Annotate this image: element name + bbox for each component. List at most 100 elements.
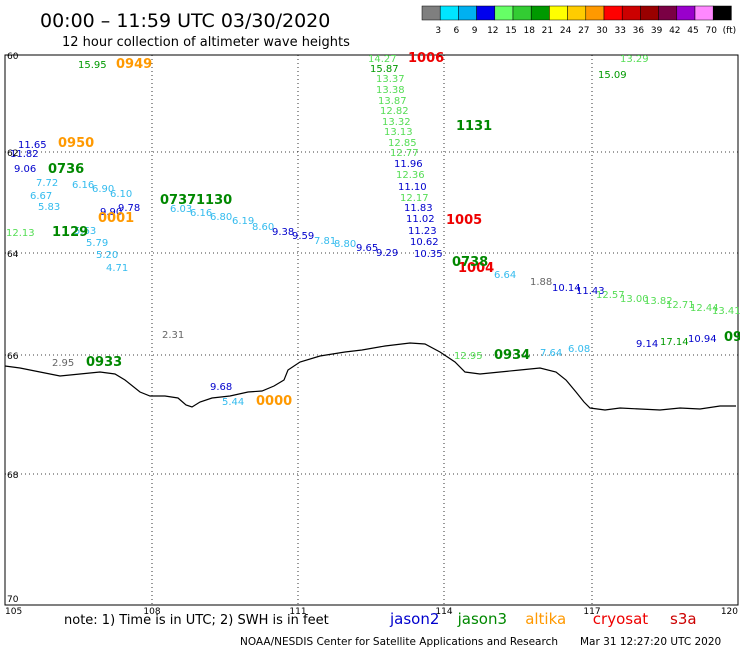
lat-label: 60 (7, 52, 19, 62)
coastline (4, 342, 736, 411)
swh-label: 5.79 (86, 238, 108, 249)
swh-label: 15.09 (598, 70, 627, 81)
colorbar-swatch (530, 5, 550, 21)
swh-label: 11.02 (406, 214, 435, 225)
pass-time-label: 0934 (494, 348, 530, 363)
swh-label: 9.78 (118, 203, 140, 214)
colorbar-label: 9 (472, 26, 478, 36)
lat-label: 68 (7, 471, 19, 481)
colorbar-swatch (640, 5, 659, 21)
colorbar-label: 30 (596, 26, 608, 36)
colorbar-swatch (494, 5, 514, 21)
pass-time-label: 0000 (256, 394, 292, 409)
colorbar-swatch (439, 5, 459, 21)
colorbar-swatch (603, 5, 623, 21)
swh-label: 11.65 (18, 140, 47, 151)
swh-label: 6.80 (210, 212, 232, 223)
lon-label: 108 (143, 607, 160, 617)
satellite-legend: jason2 jason3 altika cryosat s3a (389, 610, 697, 628)
swh-label: 13.00 (620, 294, 649, 305)
swh-label: 5.83 (38, 202, 60, 213)
colorbar-label: 6 (454, 26, 460, 36)
swh-label: 11.23 (408, 226, 437, 237)
swh-label: 9.59 (292, 231, 314, 242)
latitude-labels: 60 62 64 66 68 70 (7, 52, 19, 605)
lon-label: 105 (5, 607, 22, 617)
colorbar-label: 12 (487, 26, 498, 36)
colorbar-swatch (567, 5, 587, 21)
swh-label: 12.77 (390, 148, 419, 159)
swh-label: 12.17 (400, 193, 429, 204)
colorbar-label: 15 (505, 26, 516, 36)
swh-label: 12.95 (454, 351, 483, 362)
colorbar-swatch (458, 5, 477, 21)
swh-label: 14.27 (368, 54, 397, 65)
swh-label: 11.96 (394, 159, 423, 170)
pass-time-label: 0935 (724, 330, 740, 345)
satellite-name: cryosat (593, 610, 648, 628)
pass-time-label: 1005 (446, 213, 482, 228)
pass-time-label: 0949 (116, 57, 152, 72)
swh-label: 1.88 (530, 277, 552, 288)
pass-time-label: 0933 (86, 355, 122, 370)
swh-label: 13.13 (384, 127, 413, 138)
swh-label: 7.72 (36, 178, 58, 189)
swh-label: 7.81 (314, 236, 336, 247)
swh-label: 9.68 (210, 382, 232, 393)
swh-label: 2.95 (52, 358, 74, 369)
lat-label: 66 (7, 352, 19, 362)
swh-label: 11.82 (10, 149, 39, 160)
swh-label: 8.80 (334, 239, 356, 250)
footer-timestamp: Mar 31 12:27:20 UTC 2020 (580, 636, 721, 648)
swh-label: 9.65 (356, 243, 378, 254)
swh-label: 5.63 (74, 226, 96, 237)
colorbar-label: 21 (542, 26, 553, 36)
colorbar-swatch (585, 5, 605, 21)
swh-label: 9.06 (14, 164, 36, 175)
swh-label: 17.14 (660, 337, 689, 348)
swh-label: 6.64 (494, 270, 516, 281)
colorbar-swatch (712, 5, 732, 21)
swh-label: 7.64 (540, 348, 562, 359)
swh-label: 12.85 (388, 138, 417, 149)
swh-label: 12.71 (666, 300, 695, 311)
footer-credit: NOAA/NESDIS Center for Satellite Applica… (240, 636, 558, 648)
swh-label: 12.44 (690, 303, 719, 314)
swh-label: 6.03 (170, 204, 192, 215)
swh-label: 10.94 (688, 334, 717, 345)
pass-time-label: 0001 (98, 211, 134, 226)
swh-label: 12.57 (596, 290, 625, 301)
swh-label: 4.71 (106, 263, 128, 274)
swh-label: 8.60 (252, 222, 274, 233)
pass-time-label: 1006 (408, 51, 444, 66)
swh-label: 13.37 (376, 74, 405, 85)
swh-label: 2.31 (162, 330, 184, 341)
swh-label: 10.35 (414, 249, 443, 260)
lat-label: 62 (7, 149, 18, 159)
colorbar-swatch (476, 5, 496, 21)
swh-label: 12.36 (396, 170, 425, 181)
swh-label: 13.32 (382, 117, 411, 128)
plot-frame (4, 54, 739, 606)
swh-label: 6.16 (190, 208, 212, 219)
swh-value-labels: 15.95 14.2715.8713.3713.3813.8712.8213.32… (6, 54, 740, 408)
colorbar-label: (ft) (723, 26, 737, 36)
pass-time-label: 1129 (52, 225, 88, 240)
pass-time-label: 1004 (458, 261, 494, 276)
colorbar-label: 27 (578, 26, 589, 36)
swh-label: 11.43 (576, 286, 605, 297)
map-title: 00:00 – 11:59 UTC 03/30/2020 (40, 10, 330, 32)
pass-time-label: 0738 (452, 255, 488, 270)
colorbar-label: 45 (687, 26, 698, 36)
colorbar-label: 42 (669, 26, 680, 36)
footer-note: note: 1) Time is in UTC; 2) SWH is in fe… (64, 613, 329, 628)
swh-label: 6.16 (72, 180, 94, 191)
swh-label: 13.87 (378, 96, 407, 107)
pass-time-label: 0736 (48, 162, 84, 177)
colorbar-label: 39 (651, 26, 663, 36)
satellite-name: jason3 (457, 610, 507, 628)
swh-label: 11.10 (398, 182, 427, 193)
swh-label: 6.08 (568, 344, 590, 355)
swh-label: 10.62 (410, 237, 439, 248)
